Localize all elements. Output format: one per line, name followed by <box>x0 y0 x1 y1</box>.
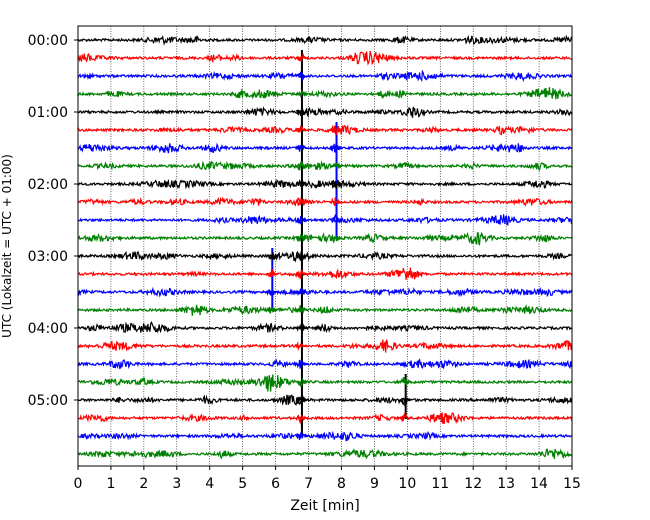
x-axis-label: Zeit [min] <box>290 498 359 514</box>
event-wiggle <box>399 376 412 386</box>
event-wiggle <box>399 412 412 423</box>
x-tick-label: 8 <box>337 476 346 492</box>
event-wiggle <box>295 71 309 82</box>
trace-line <box>77 34 573 47</box>
event-wiggle <box>330 161 343 169</box>
event-wiggle <box>330 197 343 207</box>
seismic-events <box>265 50 412 440</box>
trace-line <box>77 412 573 425</box>
event-wiggle <box>295 88 309 97</box>
x-tick-label: 14 <box>530 476 548 492</box>
trace-line <box>77 339 573 353</box>
trace-line <box>77 69 573 83</box>
trace-line <box>77 250 573 263</box>
y-tick-label: 01:00 <box>28 105 68 121</box>
event-wiggle <box>295 414 309 425</box>
trace-line <box>77 374 573 392</box>
x-tick-label: 12 <box>464 476 482 492</box>
event-wiggle <box>330 214 343 224</box>
x-tick-label: 2 <box>139 476 148 492</box>
event-wiggle <box>265 268 279 278</box>
y-tick-label: 04:00 <box>28 321 68 337</box>
x-tick-label: 3 <box>172 476 181 492</box>
y-tick-label: 02:00 <box>28 177 68 193</box>
trace-line <box>77 50 573 66</box>
x-tick-label: 0 <box>74 476 83 492</box>
trace-line <box>77 196 573 207</box>
trace-line <box>77 394 573 406</box>
event-wiggle <box>295 52 309 62</box>
y-axis-label: UTC (Lokalzeit = UTC + 01:00) <box>0 154 14 338</box>
event-wiggle <box>295 125 309 134</box>
event-wiggle <box>295 215 309 225</box>
event-wiggle <box>399 397 412 407</box>
event-wiggle <box>265 289 279 299</box>
x-tick-label: 7 <box>304 476 313 492</box>
event-wiggle <box>295 377 308 388</box>
event-wiggle <box>295 429 309 440</box>
x-tick-label: 15 <box>563 476 581 492</box>
trace-line <box>77 430 573 442</box>
event-wiggle <box>295 359 309 369</box>
x-tick-label: 1 <box>106 476 115 492</box>
event-wiggle <box>295 269 308 280</box>
trace-line <box>77 142 573 154</box>
trace-line <box>77 320 573 334</box>
event-wiggle <box>266 252 279 261</box>
event-wiggle <box>295 233 309 243</box>
x-tick-label: 11 <box>431 476 449 492</box>
event-wiggle <box>295 144 309 152</box>
event-wiggle <box>295 198 309 207</box>
event-wiggle <box>330 233 343 244</box>
y-tick-label: 03:00 <box>28 249 68 265</box>
y-tick-label: 00:00 <box>28 33 68 49</box>
event-wiggle <box>329 125 343 136</box>
event-wiggle <box>265 306 279 314</box>
vertical-grid <box>110 26 540 466</box>
y-axis-ticks: 00:00 01:00 02:00 03:00 04:00 05:00 <box>28 33 78 409</box>
trace-line <box>77 447 573 460</box>
event-wiggle <box>295 160 309 172</box>
x-tick-label: 9 <box>370 476 379 492</box>
event-wiggle <box>295 179 309 188</box>
trace-line <box>77 231 573 246</box>
event-wiggle <box>295 341 309 351</box>
trace-line <box>77 304 573 316</box>
trace-line <box>77 214 573 226</box>
plot-background <box>78 26 572 466</box>
event-wiggle <box>295 288 309 296</box>
event-wiggle <box>295 323 309 333</box>
trace-line <box>77 358 573 370</box>
event-wiggle <box>295 394 309 405</box>
trace-line <box>77 124 573 136</box>
trace-line <box>77 106 573 118</box>
x-tick-label: 13 <box>497 476 515 492</box>
trace-line <box>77 160 573 171</box>
trace-line <box>77 267 573 280</box>
plot-frame <box>77 25 573 467</box>
x-tick-label: 10 <box>398 476 416 492</box>
event-wiggle <box>295 107 309 117</box>
seismogram-traces <box>77 34 573 460</box>
x-tick-label: 6 <box>271 476 280 492</box>
event-wiggle <box>295 305 309 315</box>
x-tick-label: 4 <box>205 476 214 492</box>
event-wiggle <box>329 180 343 190</box>
trace-line <box>77 87 573 100</box>
x-axis-ticks: 0 1 2 3 4 5 6 7 8 9 10 11 12 13 14 15 <box>74 466 581 492</box>
trace-line <box>77 286 573 298</box>
event-wiggle <box>329 143 343 153</box>
y-tick-label: 05:00 <box>28 393 68 409</box>
x-tick-label: 5 <box>238 476 247 492</box>
trace-line <box>77 178 573 190</box>
event-wiggle <box>295 251 309 261</box>
